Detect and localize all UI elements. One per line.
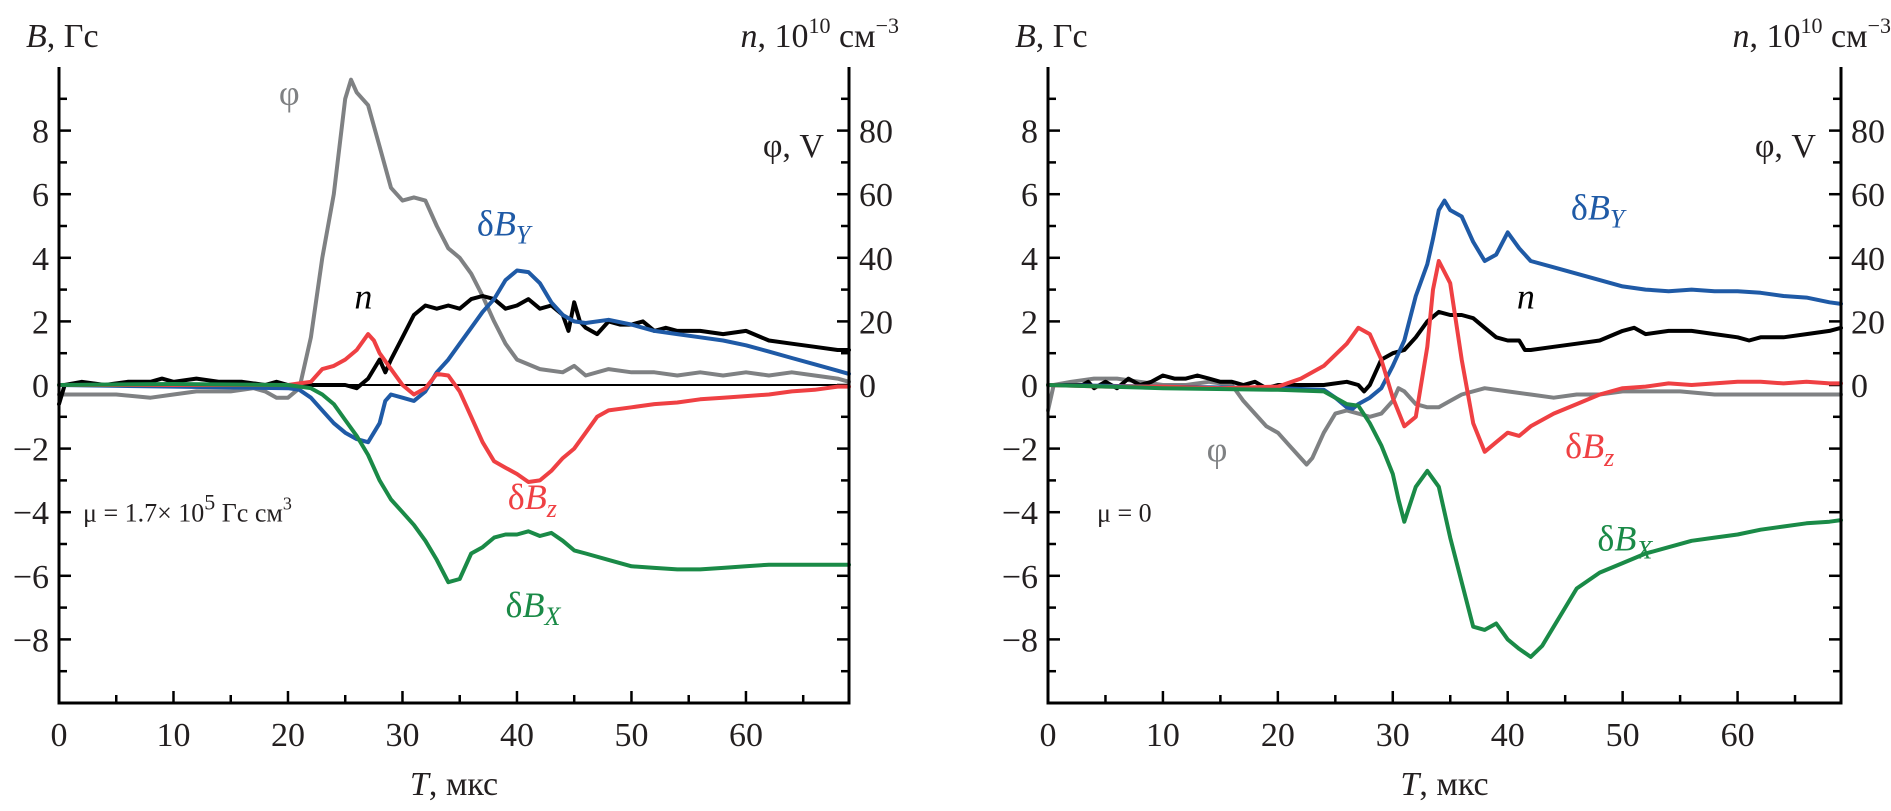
- y2-tick-label: 0: [1851, 368, 1868, 405]
- y-tick-label: −6: [13, 559, 49, 596]
- series-labels-left: φ n δBY δBz δBX: [279, 73, 562, 631]
- y-tick-label: −2: [1002, 432, 1038, 469]
- x-tick-label: 0: [51, 717, 68, 754]
- y2-axis-title-left: n, 1010 см−3: [740, 13, 899, 55]
- y2-tick-label: 60: [1851, 177, 1885, 214]
- series-label: δBX: [1597, 518, 1653, 564]
- y3-axis-title-right: φ, V: [1755, 128, 1817, 165]
- series-label: δBz: [508, 477, 557, 523]
- y-tick-label: 6: [1021, 177, 1038, 214]
- series-label: n: [354, 277, 372, 317]
- x-tick-label: 20: [1261, 717, 1295, 754]
- y2-tick-label: 20: [1851, 304, 1885, 341]
- series-label: φ: [279, 73, 300, 113]
- y-axis-title-left: B, Гс: [26, 18, 99, 55]
- x-tick-label: 50: [614, 717, 648, 754]
- series-line: [1046, 198, 1843, 411]
- y-tick-label: 2: [32, 304, 49, 341]
- y-tick-label: 0: [32, 368, 49, 405]
- y2-tick-label: 80: [1851, 114, 1885, 151]
- y-tick-label: −2: [13, 432, 49, 469]
- y2-tick-label: 40: [1851, 241, 1885, 278]
- series-label: n: [1517, 277, 1535, 317]
- series-left: [57, 77, 851, 585]
- series-label: δBY: [1571, 188, 1627, 234]
- x-tick-label: 40: [500, 717, 534, 754]
- x-tick-label: 50: [1606, 717, 1640, 754]
- x-tick-label: 10: [156, 717, 190, 754]
- series-line: [57, 332, 851, 484]
- x-tick-label: 0: [1040, 717, 1057, 754]
- x-tick-label: 40: [1491, 717, 1525, 754]
- y-tick-label: −4: [1002, 495, 1038, 532]
- series-line: [57, 77, 851, 400]
- y-tick-label: 2: [1021, 304, 1038, 341]
- series-line: [57, 294, 851, 407]
- series-label: δBY: [477, 204, 533, 250]
- x-tick-label: 10: [1146, 717, 1180, 754]
- y-tick-label: 8: [1021, 114, 1038, 151]
- y3-axis-title-left: φ, V: [763, 128, 825, 165]
- y-tick-label: 8: [32, 114, 49, 151]
- y2-tick-label: 80: [859, 114, 893, 151]
- series-line: [1046, 259, 1843, 454]
- series-right: [1046, 198, 1843, 659]
- y-tick-label: −6: [1002, 559, 1038, 596]
- series-line: [57, 382, 851, 585]
- y-tick-label: 4: [1021, 241, 1038, 278]
- y2-axis-title-right: n, 1010 см−3: [1732, 13, 1891, 55]
- x-tick-label: 30: [1376, 717, 1410, 754]
- series-label: φ: [1207, 429, 1228, 469]
- series-labels-right: φ n δBY δBz δBX: [1207, 188, 1654, 565]
- x-tick-label: 20: [271, 717, 305, 754]
- y-tick-label: −4: [13, 495, 49, 532]
- axes-frame: [1046, 67, 1843, 705]
- y2-tick-label: 60: [859, 177, 893, 214]
- series-label: δBX: [506, 585, 562, 631]
- y2-tick-label: 40: [859, 241, 893, 278]
- x-axis-title-right: T, мкс: [1400, 766, 1488, 803]
- x-axis-title-left: T, мкс: [410, 766, 498, 803]
- y-axis-title-right: B, Гс: [1015, 18, 1088, 55]
- series-line: [1046, 376, 1843, 467]
- y-tick-label: −8: [1002, 622, 1038, 659]
- series-line: [1046, 309, 1843, 394]
- y-tick-label: −8: [13, 622, 49, 659]
- x-tick-label: 60: [729, 717, 763, 754]
- axes-frame: [57, 67, 851, 705]
- y-tick-label: 4: [32, 241, 49, 278]
- y-tick-label: 0: [1021, 368, 1038, 405]
- series-label: δBz: [1565, 426, 1614, 472]
- y-tick-label: 6: [32, 177, 49, 214]
- series-line: [57, 268, 851, 445]
- x-tick-label: 60: [1721, 717, 1755, 754]
- series-line: [1046, 383, 1843, 659]
- mu-annotation-right: μ = 0: [1097, 499, 1152, 528]
- mu-annotation-left: μ = 1.7× 105 Гс см3: [83, 490, 292, 528]
- y2-tick-label: 20: [859, 304, 893, 341]
- y2-tick-label: 0: [859, 368, 876, 405]
- x-tick-label: 30: [385, 717, 419, 754]
